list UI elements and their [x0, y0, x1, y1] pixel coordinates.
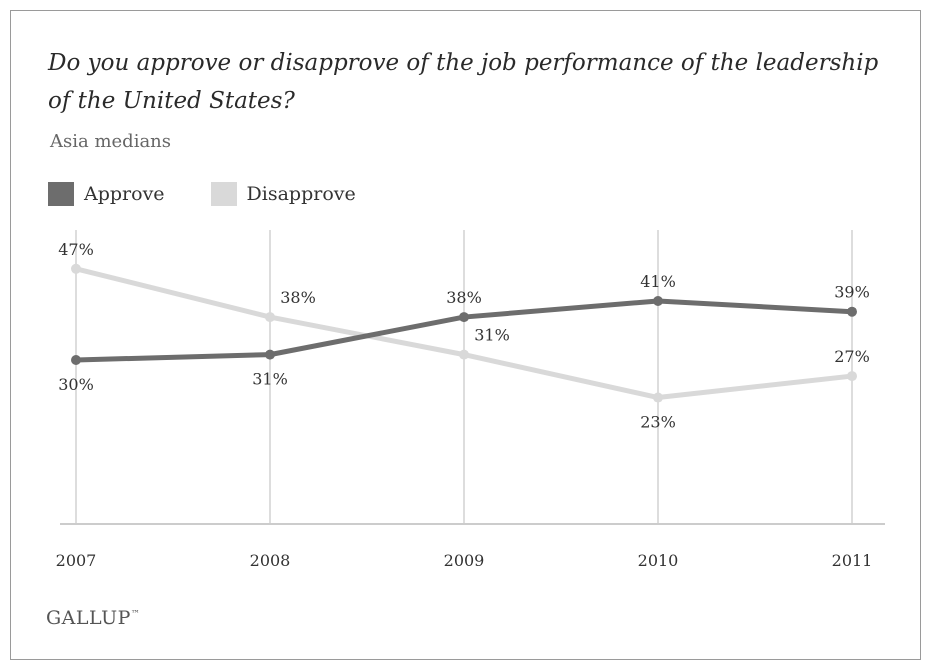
data-label-approve-2011: 39% [834, 283, 870, 302]
chart-title: Do you approve or disapprove of the job … [48, 50, 879, 114]
chart-subtitle: Asia medians [50, 131, 172, 152]
legend-swatch-approve [48, 182, 74, 206]
data-point-disapprove-2007 [71, 263, 81, 274]
data-label-approve-2010: 41% [640, 272, 676, 291]
legend-item-disapprove: Disapprove [210, 182, 356, 206]
legend-item-approve: Approve [48, 182, 165, 206]
data-point-disapprove-2011 [847, 371, 857, 382]
x-tick-label-2009: 2009 [444, 551, 485, 570]
data-label-disapprove-2010: 23% [640, 413, 676, 432]
legend: Approve Disapprove [48, 180, 402, 208]
data-point-approve-2010 [653, 295, 663, 306]
x-tick-label-2008: 2008 [250, 551, 291, 570]
data-point-approve-2011 [847, 306, 857, 317]
data-label-disapprove-2011: 27% [834, 347, 870, 366]
data-label-disapprove-2008: 38% [280, 288, 316, 307]
x-tick-label-2011: 2011 [832, 551, 873, 570]
data-label-approve-2008: 31% [252, 370, 288, 389]
data-point-disapprove-2009 [459, 349, 469, 360]
data-label-approve-2009: 38% [446, 288, 482, 307]
legend-label-disapprove: Disapprove [246, 183, 356, 205]
data-point-approve-2008 [265, 349, 275, 360]
x-tick-label-2007: 2007 [56, 551, 97, 570]
legend-swatch-disapprove [210, 182, 237, 206]
data-point-disapprove-2010 [653, 392, 663, 403]
data-point-approve-2009 [459, 312, 469, 323]
data-label-approve-2007: 30% [58, 375, 94, 394]
data-point-disapprove-2008 [265, 312, 275, 323]
data-label-disapprove-2007: 47% [58, 240, 94, 259]
data-label-disapprove-2009: 31% [474, 326, 510, 345]
legend-label-approve: Approve [84, 183, 165, 205]
chart-frame [10, 10, 921, 660]
x-tick-label-2010: 2010 [638, 551, 679, 570]
gallup-logo: GALLUP™ [46, 607, 141, 629]
data-point-approve-2007 [71, 354, 81, 365]
